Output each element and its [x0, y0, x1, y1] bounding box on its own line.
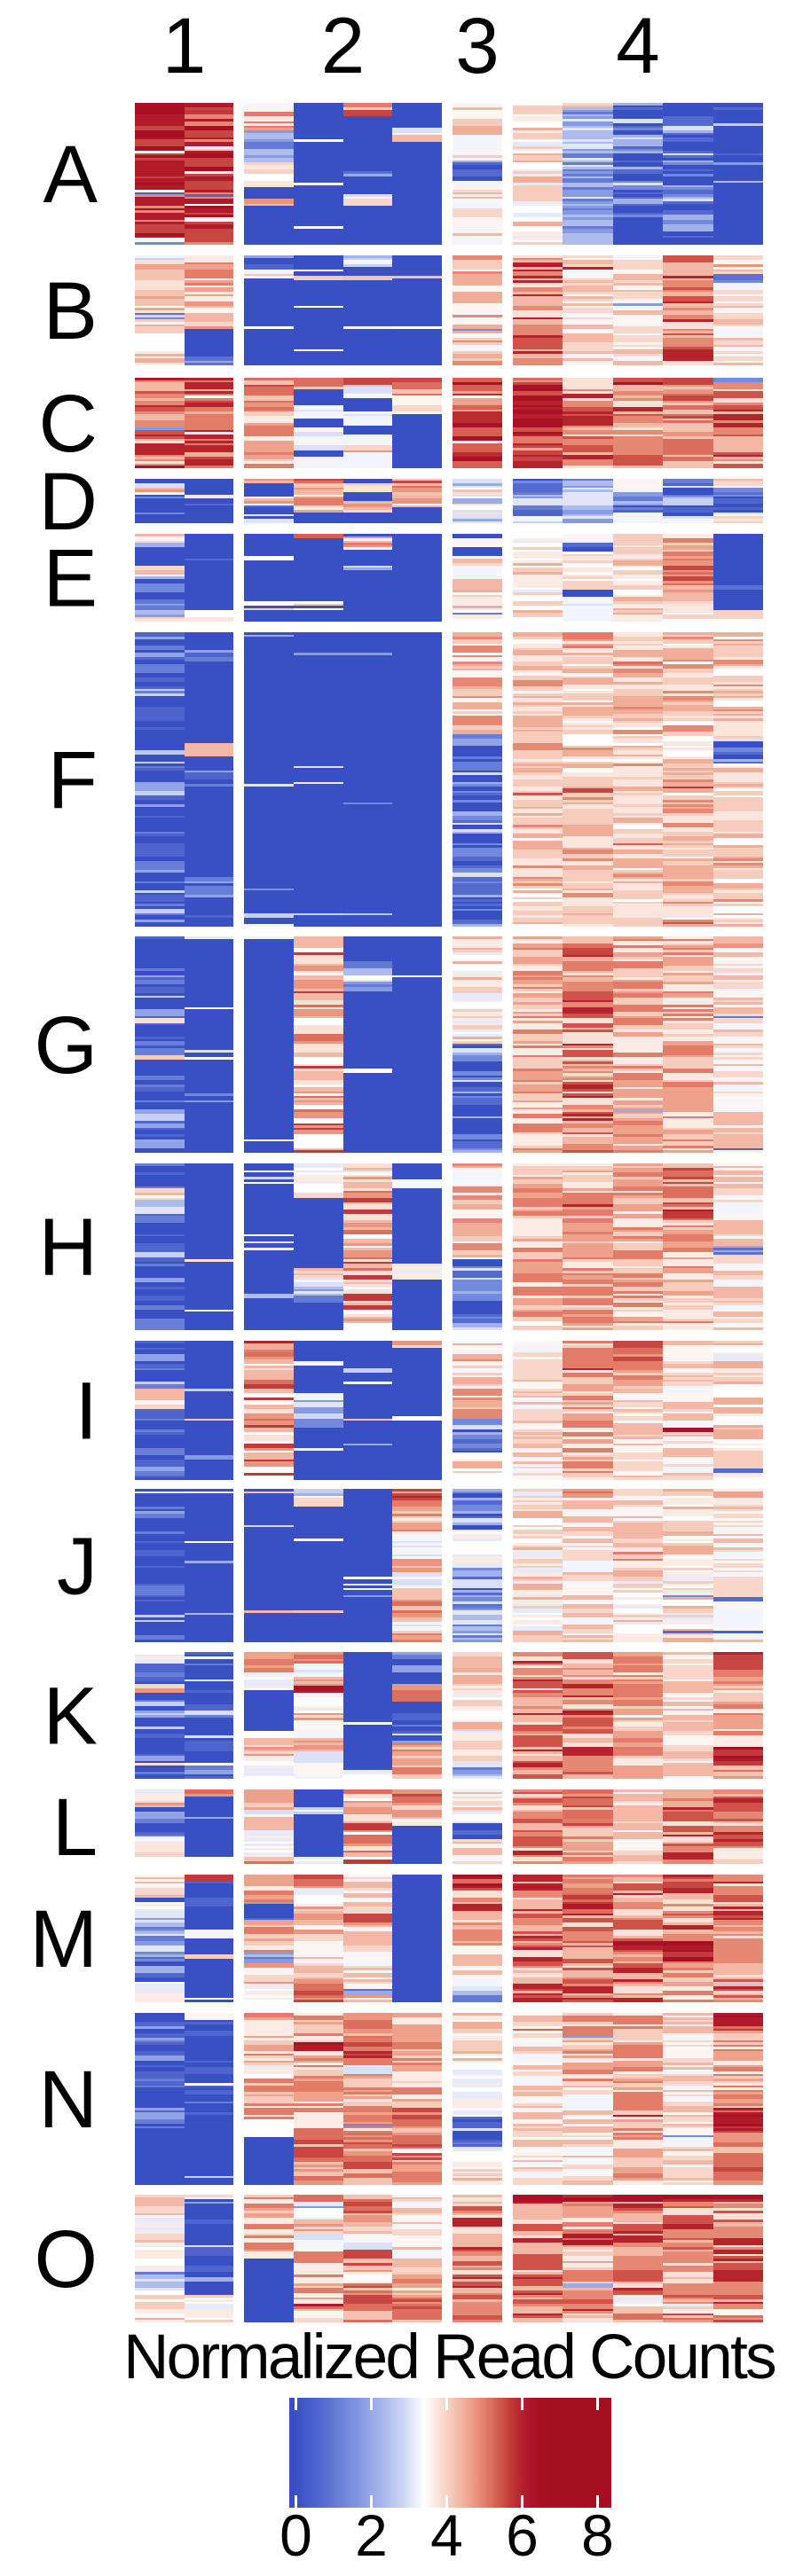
- svg-text:I: I: [75, 1366, 98, 1457]
- svg-text:L: L: [52, 1782, 98, 1873]
- svg-text:Normalized Read Counts: Normalized Read Counts: [123, 2322, 775, 2392]
- svg-text:6: 6: [506, 2502, 539, 2568]
- svg-text:0: 0: [279, 2502, 312, 2568]
- svg-text:1: 1: [162, 1, 207, 90]
- svg-text:A: A: [43, 129, 98, 220]
- svg-text:8: 8: [581, 2502, 614, 2568]
- svg-text:K: K: [43, 1672, 98, 1762]
- svg-text:D: D: [39, 457, 98, 547]
- svg-text:O: O: [34, 2214, 98, 2305]
- svg-text:N: N: [39, 2055, 98, 2145]
- svg-text:G: G: [34, 1000, 98, 1091]
- svg-text:3: 3: [455, 1, 500, 90]
- svg-text:2: 2: [321, 1, 366, 90]
- svg-text:4: 4: [430, 2502, 463, 2568]
- svg-text:C: C: [39, 379, 98, 469]
- svg-text:H: H: [39, 1202, 98, 1293]
- svg-text:J: J: [57, 1522, 98, 1612]
- svg-text:4: 4: [616, 1, 660, 90]
- svg-text:M: M: [29, 1894, 98, 1985]
- svg-text:B: B: [43, 266, 98, 356]
- svg-text:2: 2: [355, 2502, 388, 2568]
- svg-text:E: E: [43, 534, 98, 624]
- svg-text:F: F: [48, 735, 98, 826]
